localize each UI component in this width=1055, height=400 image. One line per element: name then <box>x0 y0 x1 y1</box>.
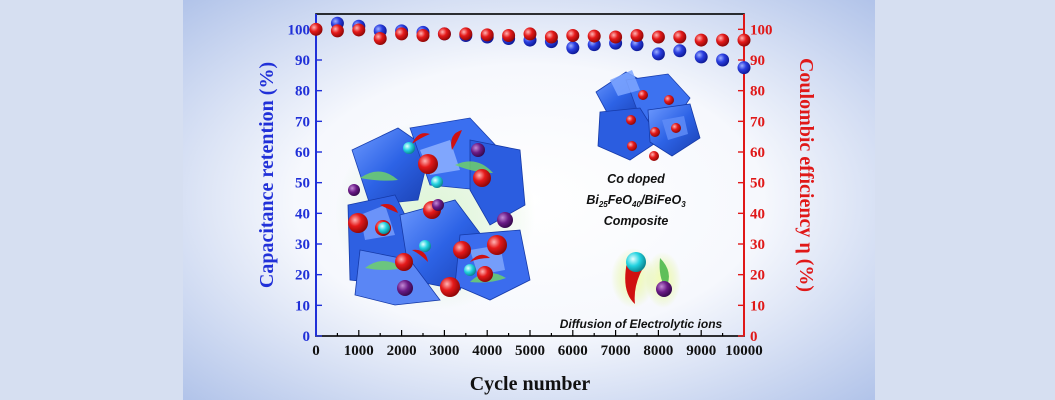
coulombic-point <box>566 28 580 42</box>
right-y-tick-label: 80 <box>750 84 765 100</box>
right-y-tick-label: 100 <box>750 22 773 38</box>
coulombic-point <box>716 33 730 47</box>
coulombic-point <box>373 32 387 46</box>
capacitance-point <box>673 44 687 58</box>
x-tick-label: 10000 <box>725 343 763 359</box>
coulombic-point <box>352 23 366 37</box>
x-tick-label: 4000 <box>472 343 502 359</box>
composite-label-line1: Co doped <box>607 172 665 186</box>
x-tick-label: 2000 <box>387 343 417 359</box>
coulombic-point <box>587 29 601 43</box>
coulombic-point <box>437 27 451 41</box>
left-y-tick-label: 90 <box>295 53 310 69</box>
x-tick-label: 3000 <box>429 343 459 359</box>
coulombic-point <box>459 27 473 41</box>
x-tick-label: 1000 <box>344 343 374 359</box>
x-axis-label: Cycle number <box>470 373 591 395</box>
capacitance-point <box>737 61 751 75</box>
coulombic-point <box>651 30 665 44</box>
composite-label-line2: Bi25FeO40/BiFeO3 <box>586 193 686 209</box>
left-y-tick-label: 10 <box>295 298 310 314</box>
right-y-tick-label: 70 <box>750 114 765 130</box>
x-tick-label: 6000 <box>558 343 588 359</box>
capacitance-point <box>694 50 708 64</box>
coulombic-point <box>416 28 430 42</box>
coulombic-point <box>673 30 687 44</box>
data-marks <box>309 16 751 75</box>
coulombic-point <box>330 24 344 38</box>
right-y-tick-label: 0 <box>750 329 758 345</box>
right-axis-label: Coulombic efficiency η (%) <box>795 58 817 292</box>
left-y-tick-label: 0 <box>303 329 311 345</box>
coulombic-point <box>609 30 623 44</box>
coulombic-point <box>480 28 494 42</box>
coulombic-point <box>630 28 644 42</box>
left-y-tick-label: 30 <box>295 237 310 253</box>
left-y-tick-label: 60 <box>295 145 310 161</box>
left-y-tick-label: 40 <box>295 206 310 222</box>
x-tick-label: 9000 <box>686 343 716 359</box>
right-y-tick-label: 60 <box>750 145 765 161</box>
coulombic-point <box>694 33 708 47</box>
capacitance-point <box>630 38 644 52</box>
right-y-tick-label: 40 <box>750 206 765 222</box>
x-tick-label: 5000 <box>515 343 545 359</box>
diffusion-label: Diffusion of Electrolytic ions <box>560 317 723 331</box>
capacitance-point <box>716 53 730 67</box>
capacitance-point <box>651 47 665 61</box>
electrolytic-ions-illustration <box>611 248 681 308</box>
left-y-tick-label: 100 <box>288 22 311 38</box>
electrode-crystal-illustration <box>335 117 535 310</box>
right-y-tick-label: 90 <box>750 53 765 69</box>
capacitance-point <box>566 41 580 55</box>
left-y-tick-label: 80 <box>295 84 310 100</box>
right-y-tick-label: 10 <box>750 298 765 314</box>
x-tick-label: 8000 <box>643 343 673 359</box>
left-axis-label: Capacitance retention (%) <box>256 62 278 288</box>
coulombic-point <box>523 27 537 41</box>
left-y-tick-label: 20 <box>295 268 310 284</box>
x-tick-label: 7000 <box>601 343 631 359</box>
x-tick-label: 0 <box>312 343 320 359</box>
coulombic-point <box>544 30 558 44</box>
right-y-tick-label: 20 <box>750 268 765 284</box>
right-y-tick-label: 30 <box>750 237 765 253</box>
right-y-tick-label: 50 <box>750 176 765 192</box>
composite-label-line3: Composite <box>604 214 669 228</box>
coulombic-point <box>502 28 516 42</box>
left-y-tick-label: 50 <box>295 176 310 192</box>
axes: 0 1000 2000 3000 4000 5000 6000 7000 8000 9000 100… <box>288 14 773 359</box>
coulombic-point <box>395 27 409 41</box>
coulombic-point <box>309 22 323 36</box>
left-y-tick-label: 70 <box>295 114 310 130</box>
coulombic-point <box>737 33 751 47</box>
composite-cluster-illustration <box>595 70 701 161</box>
